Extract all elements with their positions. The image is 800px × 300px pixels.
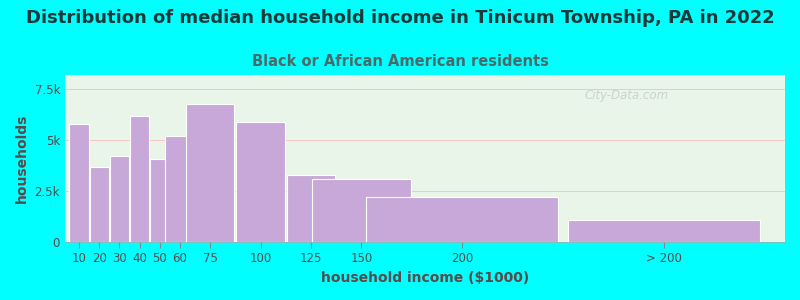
Bar xyxy=(366,197,558,242)
Y-axis label: households: households xyxy=(15,114,29,203)
Bar xyxy=(166,136,194,242)
Bar xyxy=(90,167,109,242)
Bar xyxy=(186,103,234,242)
Bar xyxy=(568,220,760,242)
Text: Distribution of median household income in Tinicum Township, PA in 2022: Distribution of median household income … xyxy=(26,9,774,27)
Bar xyxy=(236,122,285,242)
Bar xyxy=(286,175,335,242)
Bar xyxy=(130,116,149,242)
Bar xyxy=(150,158,170,242)
Bar xyxy=(110,157,129,242)
Text: City-Data.com: City-Data.com xyxy=(585,88,669,101)
Bar xyxy=(312,179,411,242)
Bar xyxy=(70,124,89,242)
X-axis label: household income ($1000): household income ($1000) xyxy=(321,271,529,285)
Text: Black or African American residents: Black or African American residents xyxy=(251,54,549,69)
